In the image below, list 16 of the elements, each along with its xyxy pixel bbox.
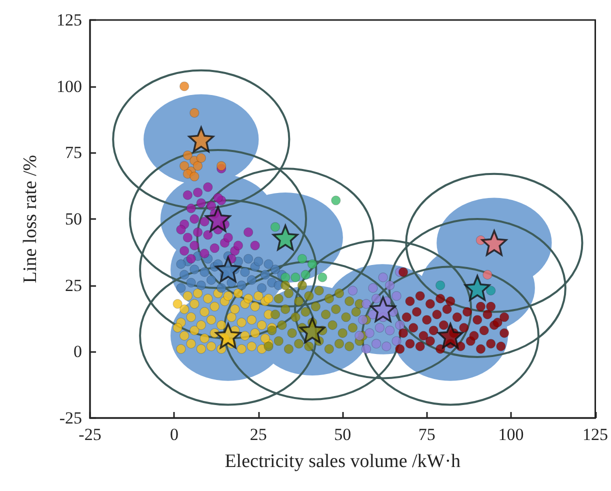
x-tick-label: -25 [78, 425, 102, 444]
x-tick-label: 75 [418, 425, 436, 444]
y-tick-label: 100 [56, 76, 82, 96]
x-tick-label: 25 [250, 425, 267, 444]
y-tick-label: -25 [59, 408, 82, 428]
x-axis-title: Electricity sales volume /kW·h [224, 451, 462, 472]
y-tick-label: 0 [74, 342, 82, 362]
y-tick-label: 25 [65, 276, 82, 295]
y-tick-label: 50 [65, 210, 82, 228]
y-tick-label: 75 [65, 143, 82, 162]
y-tick-label: 125 [56, 10, 82, 30]
x-tick-label: 125 [582, 425, 608, 444]
x-tick-label: 50 [334, 425, 352, 444]
y-axis-title: Line loss rate /% [20, 154, 41, 284]
x-tick-label: 0 [170, 425, 178, 444]
x-tick-label: 100 [498, 425, 524, 444]
